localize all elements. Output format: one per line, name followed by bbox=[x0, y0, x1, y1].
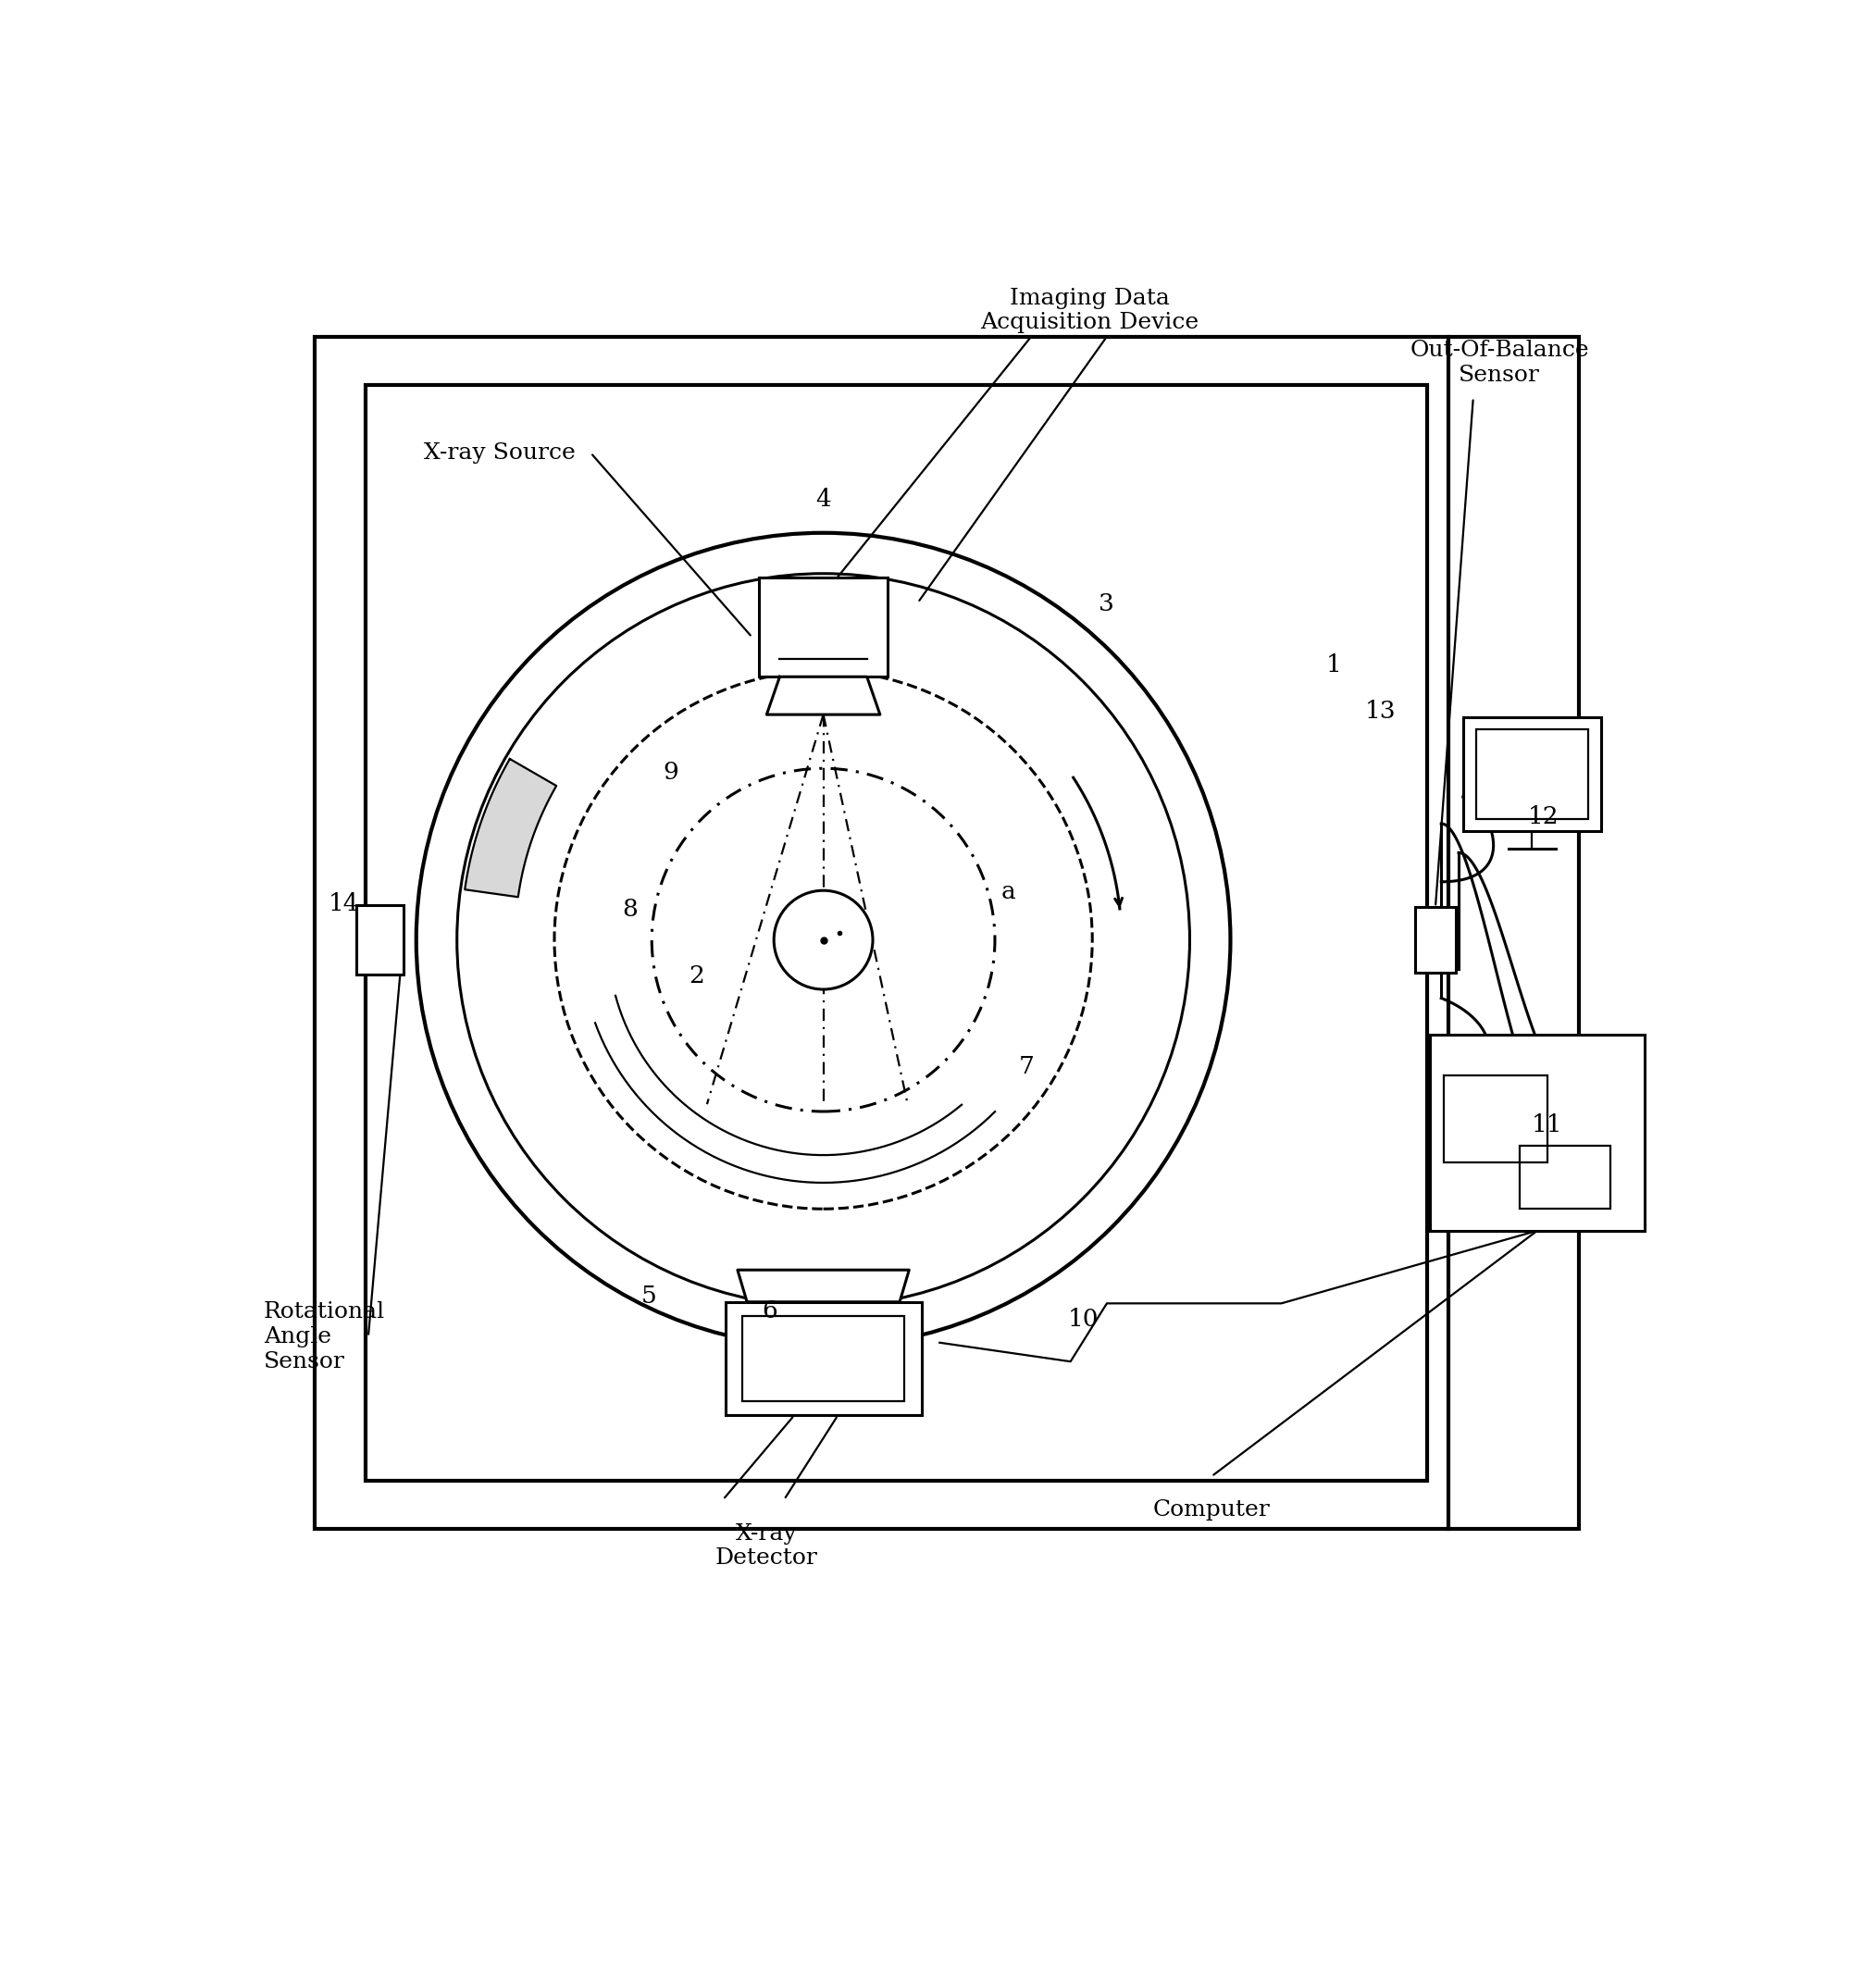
Polygon shape bbox=[767, 677, 880, 714]
Bar bbox=[1430, 1034, 1645, 1230]
Bar bbox=[315, 337, 1580, 1528]
Bar bbox=[1476, 730, 1589, 820]
Text: 12: 12 bbox=[1527, 804, 1559, 828]
Text: 7: 7 bbox=[1019, 1056, 1036, 1077]
Text: Computer: Computer bbox=[1154, 1499, 1270, 1521]
Circle shape bbox=[775, 891, 872, 989]
Text: 5: 5 bbox=[642, 1285, 657, 1309]
Text: 3: 3 bbox=[1099, 593, 1114, 616]
Polygon shape bbox=[737, 1269, 910, 1303]
Bar bbox=[1463, 718, 1602, 830]
Bar bbox=[760, 579, 887, 677]
Text: 13: 13 bbox=[1364, 700, 1396, 724]
Text: 11: 11 bbox=[1533, 1112, 1563, 1136]
Text: 9: 9 bbox=[662, 761, 679, 785]
Bar bbox=[726, 1303, 921, 1415]
Text: 8: 8 bbox=[623, 899, 638, 920]
Text: Imaging Data
Acquisition Device: Imaging Data Acquisition Device bbox=[979, 288, 1199, 334]
Text: 10: 10 bbox=[1067, 1309, 1099, 1330]
Text: 1: 1 bbox=[1326, 653, 1341, 677]
Text: X-ray
Detector: X-ray Detector bbox=[715, 1523, 818, 1570]
Text: 6: 6 bbox=[762, 1299, 777, 1322]
Bar bbox=[1520, 1146, 1610, 1209]
Bar bbox=[366, 385, 1428, 1481]
Text: 2: 2 bbox=[688, 965, 705, 987]
Bar bbox=[1415, 906, 1456, 973]
Bar bbox=[743, 1317, 904, 1401]
Text: X-ray Source: X-ray Source bbox=[424, 441, 576, 463]
Text: a: a bbox=[1000, 881, 1015, 904]
Bar bbox=[1445, 1075, 1548, 1162]
Bar bbox=[356, 904, 403, 975]
Polygon shape bbox=[465, 759, 557, 897]
Text: 14: 14 bbox=[328, 893, 358, 914]
Text: Rotational
Angle
Sensor: Rotational Angle Sensor bbox=[263, 1301, 385, 1371]
Text: 4: 4 bbox=[816, 489, 831, 510]
Text: Out-Of-Balance
Sensor: Out-Of-Balance Sensor bbox=[1409, 339, 1589, 387]
